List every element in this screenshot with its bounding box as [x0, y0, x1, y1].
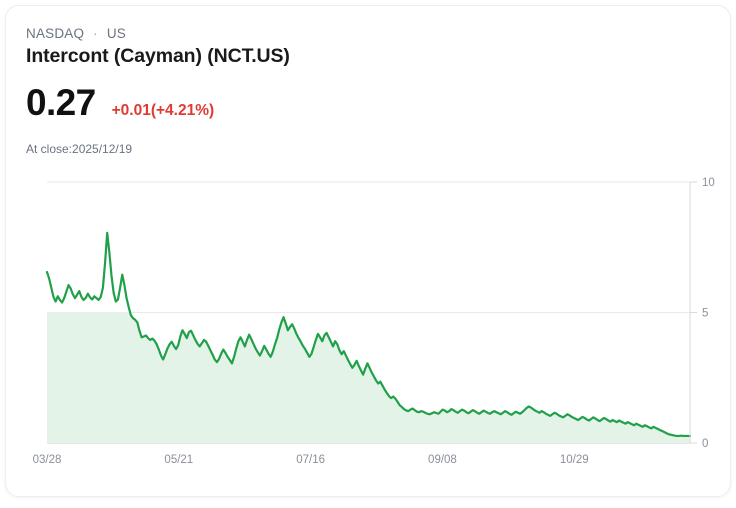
quote-row: 0.27 +0.01(+4.21%): [26, 84, 214, 121]
y-axis-label: 0: [702, 438, 708, 450]
exchange-name: NASDAQ: [26, 26, 85, 41]
price-chart[interactable]: 0 5 10 03/28 05/21 07/16 09/08 10/29: [6, 166, 730, 486]
price-change: +0.01(+4.21%): [111, 102, 215, 119]
chart-line: [45, 231, 692, 438]
y-axis-label: 10: [702, 177, 715, 189]
chart-area-fill: [47, 312, 690, 443]
market-status-note: At close:2025/12/19: [26, 142, 133, 156]
page-title: Intercont (Cayman) (NCT.US): [26, 45, 290, 67]
price-chart-svg[interactable]: 0 5 10 03/28 05/21 07/16 09/08 10/29: [6, 166, 730, 486]
region-label: US: [106, 26, 126, 41]
stock-quote-card: NASDAQ · US Intercont (Cayman) (NCT.US) …: [5, 5, 731, 497]
x-axis-label: 05/21: [164, 454, 193, 466]
x-axis-label: 09/08: [428, 454, 457, 466]
separator-dot: ·: [93, 26, 98, 41]
current-price: 0.27: [26, 82, 96, 123]
x-axis-label: 07/16: [296, 454, 325, 466]
x-axis-label: 10/29: [560, 454, 589, 466]
x-axis-label: 03/28: [33, 454, 62, 466]
y-axis-label: 5: [702, 308, 708, 320]
exchange-region-row: NASDAQ · US: [26, 26, 126, 41]
